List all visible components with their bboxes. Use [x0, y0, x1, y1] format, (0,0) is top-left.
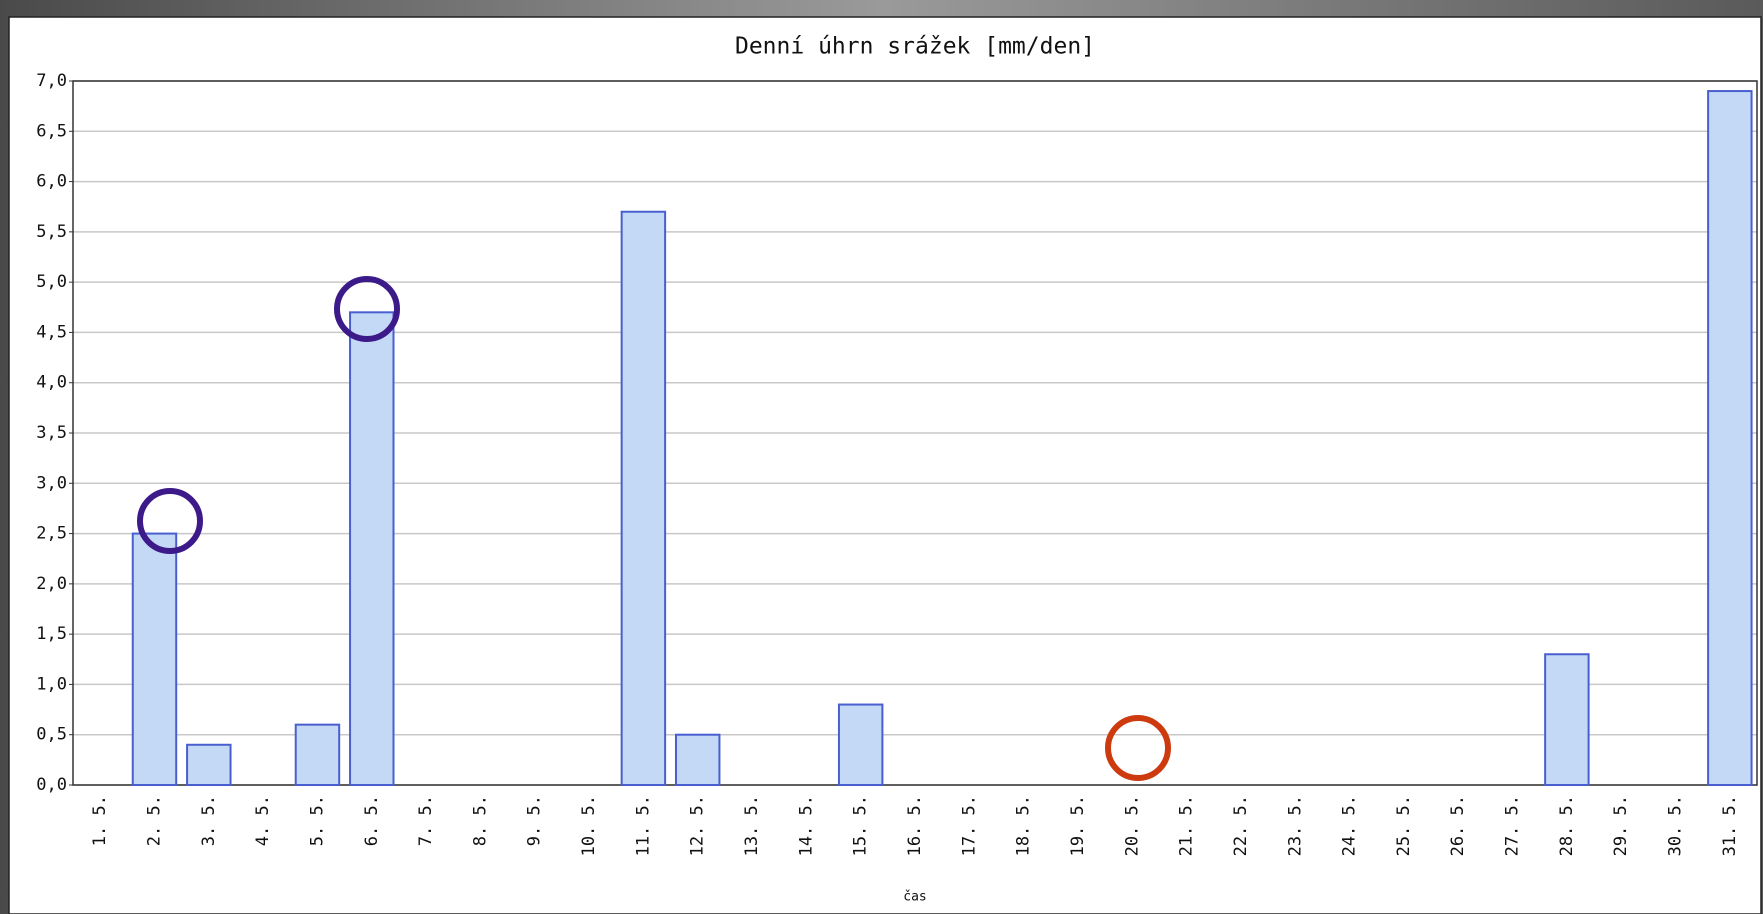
- y-tick-label: 6,0: [36, 172, 67, 192]
- bar: [837, 703, 884, 786]
- x-tick-label: 7. 5.: [416, 795, 436, 846]
- y-tick-label: 0,5: [36, 725, 67, 745]
- bar: [349, 311, 395, 786]
- x-tick-label: 30. 5.: [1666, 795, 1686, 856]
- x-tick-label: 29. 5.: [1611, 795, 1631, 856]
- y-tick-label: 5,0: [36, 272, 67, 292]
- x-tick-label: 20. 5.: [1122, 795, 1142, 856]
- x-tick-label: 5. 5.: [307, 795, 327, 846]
- x-tick-label: 31. 5.: [1720, 795, 1740, 856]
- bar: [186, 743, 232, 786]
- x-tick-label: 26. 5.: [1448, 795, 1468, 856]
- y-tick-label: 1,5: [36, 624, 67, 644]
- x-tick-label: 28. 5.: [1557, 795, 1577, 856]
- x-tick-label: 12. 5.: [688, 795, 708, 856]
- y-tick-label: 7,0: [36, 71, 67, 91]
- chart-title: Denní úhrn srážek [mm/den]: [735, 34, 1095, 60]
- bar: [131, 532, 178, 786]
- y-tick-label: 6,5: [36, 121, 67, 141]
- highlight-circle: [334, 276, 400, 342]
- bar: [674, 733, 721, 787]
- highlight-circle: [137, 488, 203, 554]
- y-tick-label: 5,5: [36, 222, 67, 242]
- x-axis-label: čas: [903, 890, 926, 905]
- x-tick-label: 23. 5.: [1285, 795, 1305, 856]
- y-tick-label: 3,5: [36, 423, 67, 443]
- x-tick-label: 11. 5.: [633, 795, 653, 856]
- y-tick-label: 2,5: [36, 524, 67, 544]
- y-tick-label: 2,0: [36, 574, 67, 594]
- y-tick-label: 4,0: [36, 373, 67, 393]
- x-tick-label: 22. 5.: [1231, 795, 1251, 856]
- x-tick-label: 1. 5.: [90, 795, 110, 846]
- x-tick-label: 10. 5.: [579, 795, 599, 856]
- y-tick-label: 1,0: [36, 674, 67, 694]
- bar: [294, 723, 341, 787]
- x-tick-label: 27. 5.: [1503, 795, 1523, 856]
- x-tick-label: 17. 5.: [959, 795, 979, 856]
- x-tick-label: 19. 5.: [1068, 795, 1088, 856]
- bar: [1544, 653, 1590, 786]
- x-tick-label: 16. 5.: [905, 795, 925, 856]
- x-tick-label: 14. 5.: [796, 795, 816, 856]
- plot-frame: [72, 80, 1758, 786]
- panel: [8, 16, 1762, 914]
- x-tick-label: 15. 5.: [851, 795, 871, 856]
- x-tick-label: 2. 5.: [144, 795, 164, 846]
- bar: [620, 210, 667, 786]
- x-tick-label: 21. 5.: [1177, 795, 1197, 856]
- x-tick-label: 9. 5.: [525, 795, 545, 846]
- plot: 0,0 0,5 1,0 1,5 2,0 2,5 3,0 3,5 4,0 4,5 5,0 5,5 6,0 6…: [36, 71, 1758, 856]
- bar: [1707, 90, 1753, 787]
- x-tick-label: 25. 5.: [1394, 795, 1414, 856]
- highlight-circle: [1105, 715, 1171, 781]
- x-tick-label: 13. 5.: [742, 795, 762, 856]
- x-tick-label: 6. 5.: [362, 795, 382, 846]
- y-tick-label: 3,0: [36, 473, 67, 493]
- y-tick-label: 4,5: [36, 322, 67, 342]
- x-tick-label: 8. 5.: [470, 795, 490, 846]
- x-tick-label: 24. 5.: [1340, 795, 1360, 856]
- x-tick-label: 3. 5.: [199, 795, 219, 846]
- x-tick-label: 18. 5.: [1014, 795, 1034, 856]
- y-tick-label: 0,0: [36, 775, 67, 795]
- x-tick-label: 4. 5.: [253, 795, 273, 846]
